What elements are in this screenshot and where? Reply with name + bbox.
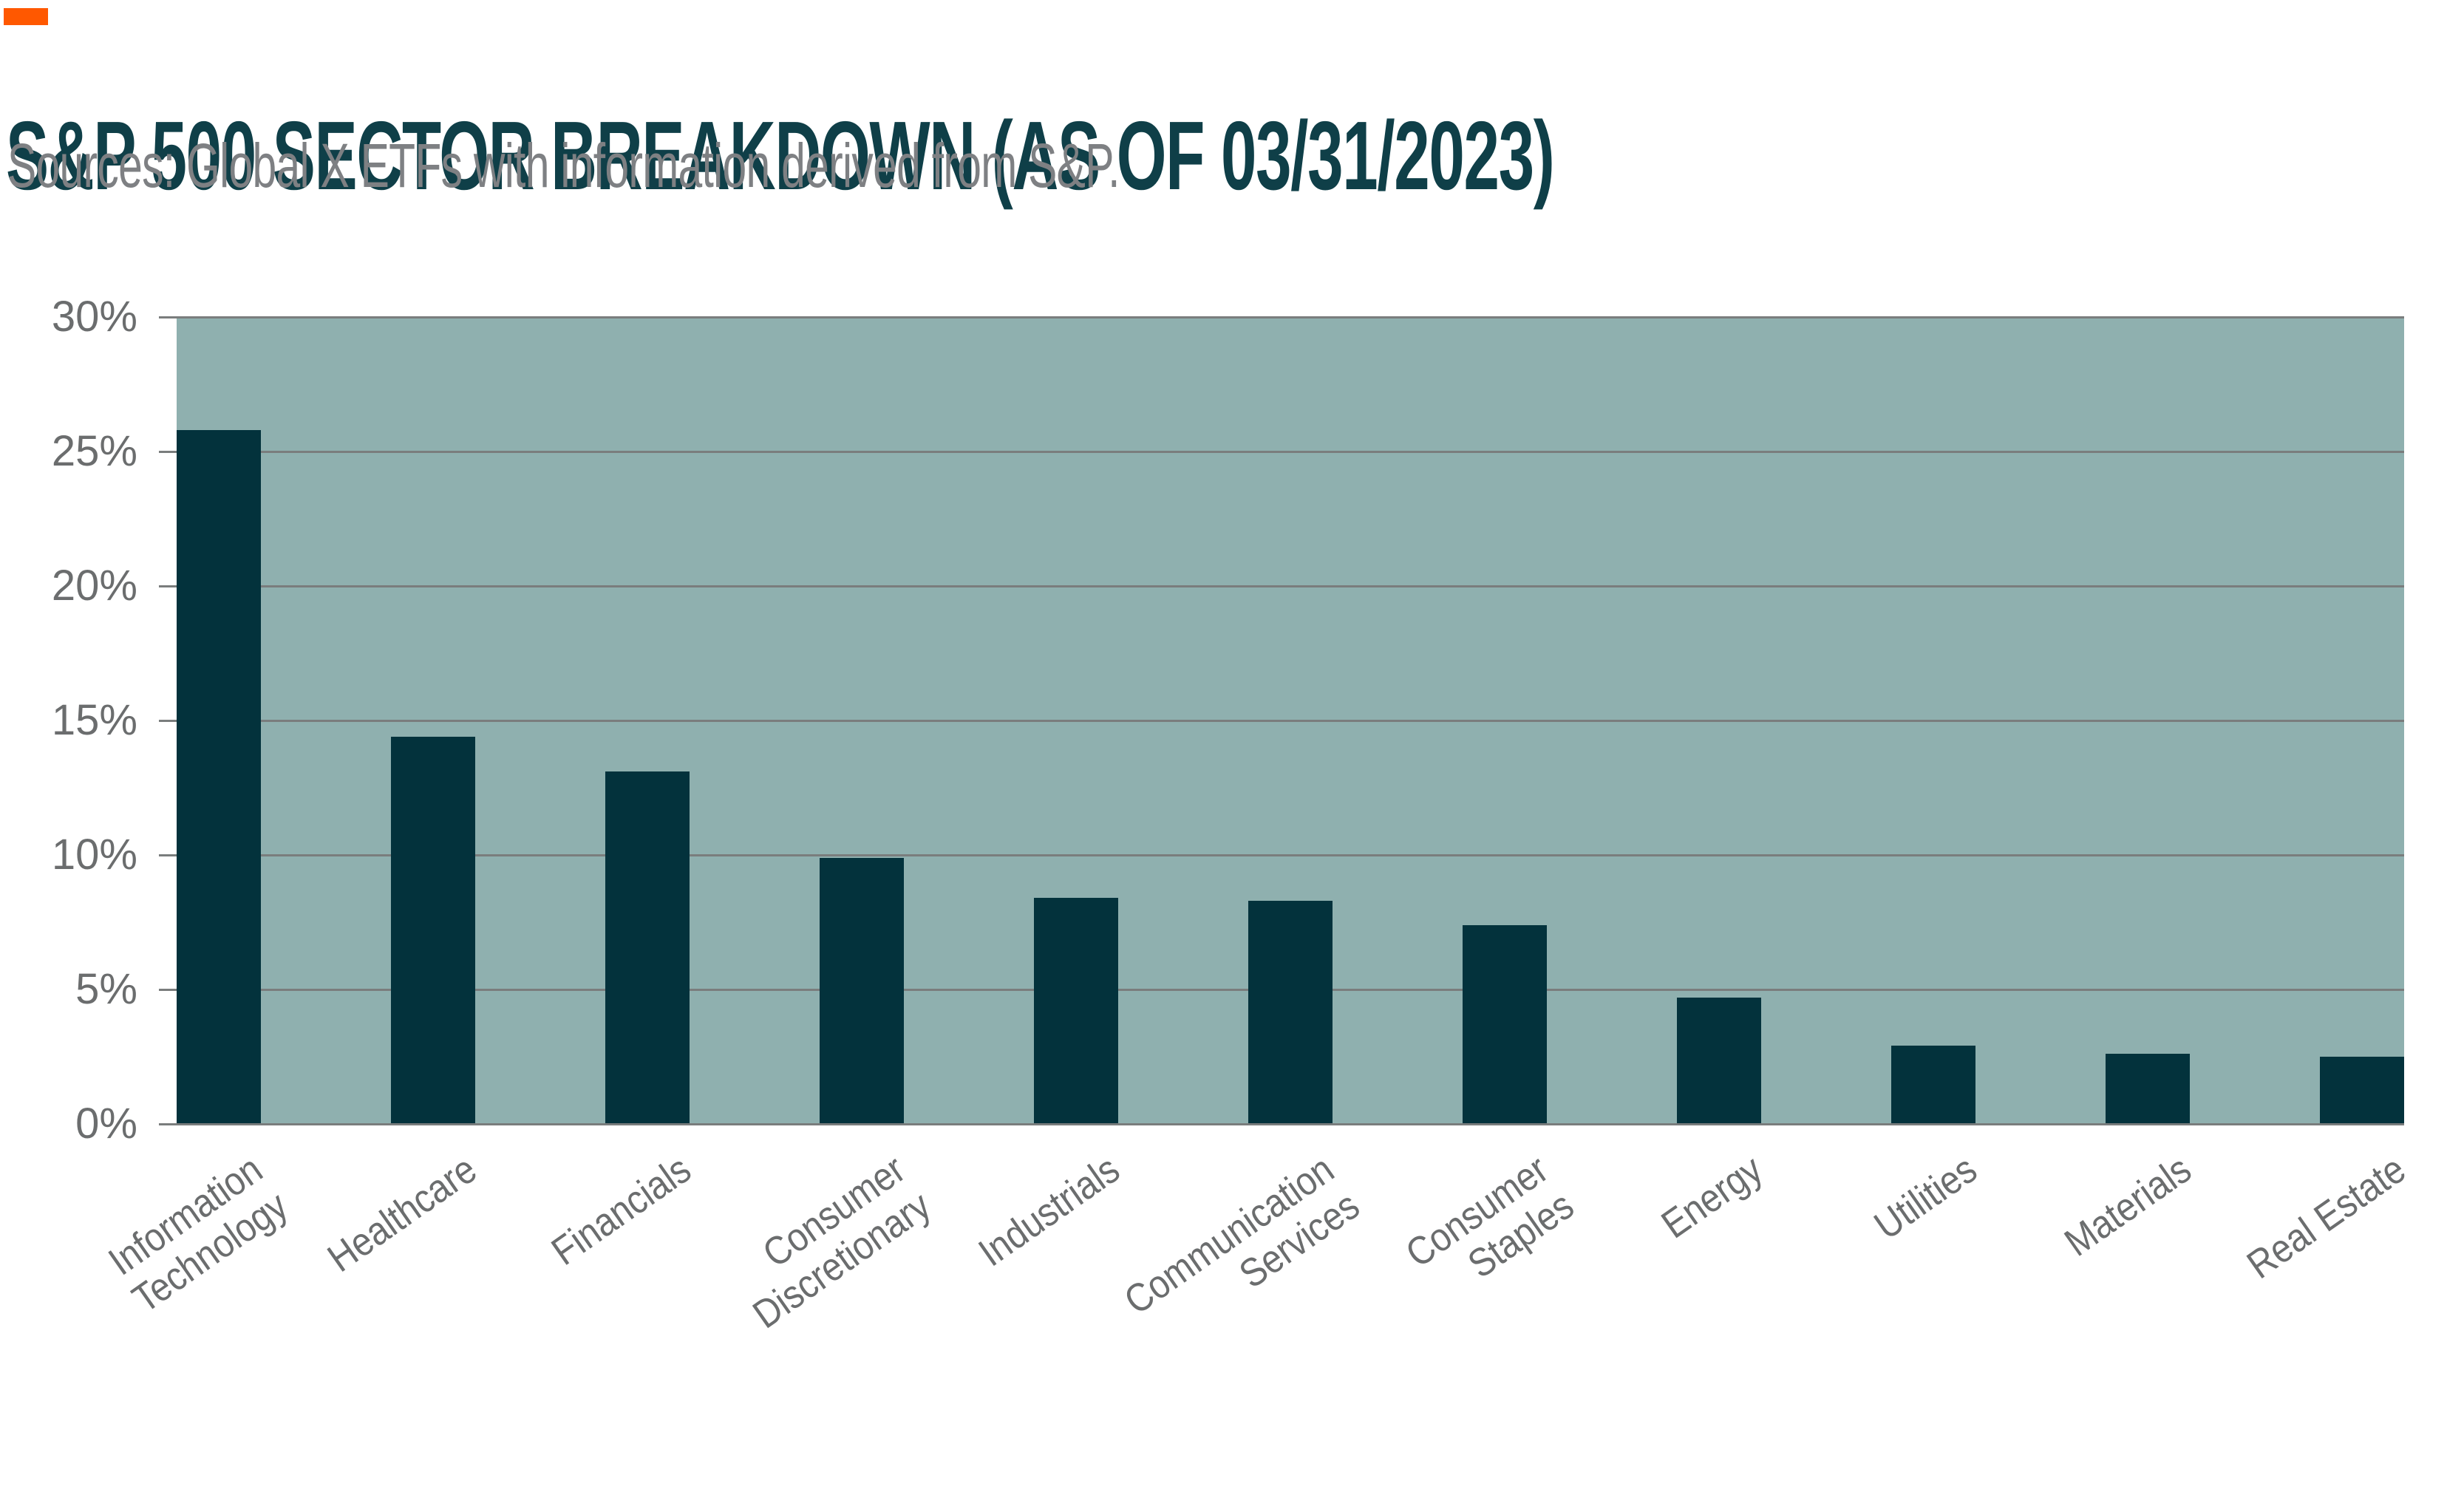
x-axis-label: Consumer Staples <box>1398 1147 1582 1313</box>
y-tick-label: 0% <box>75 1100 137 1148</box>
gridline <box>177 585 2404 587</box>
x-axis-label: Financials <box>544 1147 699 1274</box>
x-axis-label-line: Materials <box>2057 1147 2199 1265</box>
gridline <box>177 853 2404 856</box>
bar <box>1677 997 1761 1124</box>
x-axis-label-line: Industrials <box>970 1147 1128 1275</box>
x-axis-label-line: Energy <box>1653 1147 1771 1247</box>
gridline <box>177 450 2404 453</box>
y-axis-tick <box>159 450 177 453</box>
bar <box>2320 1057 2404 1124</box>
x-axis-label-line: Utilities <box>1866 1147 1985 1248</box>
bar <box>391 736 475 1124</box>
y-tick-label: 5% <box>75 965 137 1013</box>
bar <box>1034 898 1118 1124</box>
bar <box>177 429 261 1124</box>
bar <box>1891 1046 1975 1124</box>
brand-accent-bar <box>4 8 48 25</box>
x-axis-label-line: Healthcare <box>319 1147 485 1281</box>
y-axis-tick <box>159 853 177 856</box>
y-tick-label: 15% <box>51 696 137 744</box>
x-axis-label: Real Estate <box>2239 1147 2414 1287</box>
x-axis-label: Healthcare <box>320 1147 485 1281</box>
gridline <box>177 316 2404 318</box>
x-axis-label: Utilities <box>1867 1147 1985 1248</box>
gridline <box>177 719 2404 722</box>
y-axis-tick <box>159 988 177 991</box>
y-tick-label: 30% <box>51 293 137 341</box>
x-axis-baseline <box>159 1122 2404 1125</box>
bar <box>2106 1054 2190 1124</box>
x-axis-label-line: Financials <box>543 1147 699 1274</box>
y-tick-label: 20% <box>51 562 137 610</box>
y-tick-label: 25% <box>51 427 137 475</box>
x-axis-label: Information Technology <box>99 1147 296 1322</box>
x-axis-label: Communication Services <box>1117 1147 1368 1360</box>
x-axis-label: Industrials <box>971 1147 1128 1275</box>
x-axis-label: Consumer Discretionary <box>720 1147 939 1338</box>
y-axis-tick <box>159 316 177 318</box>
bar <box>1248 900 1333 1124</box>
chart-title: S&P 500 SECTOR BREAKDOWN (AS OF 03/31/20… <box>6 101 1555 211</box>
bar <box>820 857 904 1124</box>
x-axis-label-line: Real Estate <box>2239 1147 2414 1288</box>
bar <box>605 771 690 1124</box>
chart-source-note: Sources: Global X ETFs with information … <box>7 131 1120 200</box>
y-tick-label: 10% <box>51 831 137 879</box>
y-axis-tick <box>159 585 177 587</box>
x-axis-label: Materials <box>2057 1147 2199 1265</box>
x-axis-label: Energy <box>1654 1147 1771 1247</box>
bar <box>1463 924 1547 1124</box>
y-axis-tick <box>159 719 177 722</box>
